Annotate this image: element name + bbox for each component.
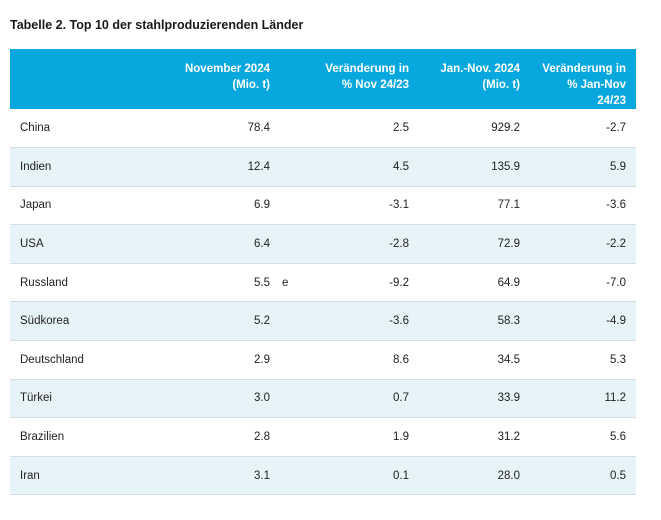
table-row: Indien 12.4 4.5 135.9 5.9 — [10, 147, 636, 187]
cell-jan-nov: 33.9 — [419, 379, 530, 419]
header-nov-2024: November 2024 (Mio. t) — [169, 49, 280, 109]
cell-jan-nov: 28.0 — [419, 456, 530, 496]
cell-change-nov: 4.5 — [308, 147, 419, 187]
table-row: Iran 3.1 0.1 28.0 0.5 — [10, 456, 636, 496]
cell-change-jan-nov: -7.0 — [530, 263, 636, 303]
header-flag — [280, 49, 308, 109]
table-caption: Tabelle 2. Top 10 der stahlproduzierende… — [10, 18, 304, 32]
cell-nov: 5.2 — [169, 301, 280, 342]
cell-jan-nov: 929.2 — [419, 109, 530, 149]
cell-change-jan-nov: -3.6 — [530, 186, 636, 226]
table-row: Brazilien 2.8 1.9 31.2 5.6 — [10, 417, 636, 457]
cell-country: Japan — [10, 186, 169, 226]
cell-nov: 12.4 — [169, 147, 280, 187]
cell-nov: 2.8 — [169, 417, 280, 457]
cell-country: Iran — [10, 456, 169, 496]
table-row: Deutschland 2.9 8.6 34.5 5.3 — [10, 340, 636, 380]
cell-change-jan-nov: 11.2 — [530, 379, 636, 419]
cell-flag — [280, 186, 308, 226]
cell-change-jan-nov: -4.9 — [530, 301, 636, 342]
cell-jan-nov: 77.1 — [419, 186, 530, 226]
cell-flag — [280, 109, 308, 149]
cell-nov: 6.4 — [169, 224, 280, 264]
cell-jan-nov: 31.2 — [419, 417, 530, 457]
cell-country: Türkei — [10, 379, 169, 419]
cell-country: Russland — [10, 263, 169, 303]
cell-country: USA — [10, 224, 169, 264]
cell-change-nov: 1.9 — [308, 417, 419, 457]
cell-change-jan-nov: 0.5 — [530, 456, 636, 496]
cell-nov: 3.1 — [169, 456, 280, 496]
cell-nov: 78.4 — [169, 109, 280, 149]
cell-flag — [280, 224, 308, 264]
cell-country: Südkorea — [10, 301, 169, 342]
cell-change-nov: -3.1 — [308, 186, 419, 226]
cell-jan-nov: 72.9 — [419, 224, 530, 264]
cell-change-jan-nov: -2.7 — [530, 109, 636, 149]
cell-flag — [280, 147, 308, 187]
cell-jan-nov: 64.9 — [419, 263, 530, 303]
cell-country: Brazilien — [10, 417, 169, 457]
cell-change-jan-nov: 5.9 — [530, 147, 636, 187]
cell-flag — [280, 456, 308, 496]
cell-flag — [280, 301, 308, 342]
cell-nov: 2.9 — [169, 340, 280, 380]
cell-flag — [280, 379, 308, 419]
cell-nov: 3.0 — [169, 379, 280, 419]
cell-nov: 5.5 — [169, 263, 280, 303]
table-row: China 78.4 2.5 929.2 -2.7 — [10, 109, 636, 149]
steel-producers-table: November 2024 (Mio. t) Veränderung in % … — [10, 49, 636, 496]
table-row: USA 6.4 -2.8 72.9 -2.2 — [10, 224, 636, 264]
table-header-row: November 2024 (Mio. t) Veränderung in % … — [10, 49, 636, 109]
header-jan-nov-2024: Jan.-Nov. 2024 (Mio. t) — [419, 49, 530, 109]
cell-change-nov: 0.1 — [308, 456, 419, 496]
table-row: Japan 6.9 -3.1 77.1 -3.6 — [10, 186, 636, 226]
cell-flag — [280, 417, 308, 457]
cell-change-nov: 2.5 — [308, 109, 419, 149]
header-change-jan-nov: Veränderung in % Jan-Nov 24/23 — [530, 49, 636, 109]
cell-change-nov: -3.6 — [308, 301, 419, 342]
cell-change-nov: -9.2 — [308, 263, 419, 303]
cell-change-nov: 0.7 — [308, 379, 419, 419]
cell-change-nov: 8.6 — [308, 340, 419, 380]
cell-country: China — [10, 109, 169, 149]
cell-change-jan-nov: -2.2 — [530, 224, 636, 264]
header-country — [10, 49, 169, 109]
cell-jan-nov: 34.5 — [419, 340, 530, 380]
cell-change-nov: -2.8 — [308, 224, 419, 264]
table-row: Südkorea 5.2 -3.6 58.3 -4.9 — [10, 301, 636, 342]
cell-flag — [280, 340, 308, 380]
cell-jan-nov: 58.3 — [419, 301, 530, 342]
cell-flag: e — [280, 263, 308, 303]
cell-country: Indien — [10, 147, 169, 187]
cell-change-jan-nov: 5.3 — [530, 340, 636, 380]
header-change-nov: Veränderung in % Nov 24/23 — [308, 49, 419, 109]
cell-change-jan-nov: 5.6 — [530, 417, 636, 457]
table-row: Russland 5.5 e -9.2 64.9 -7.0 — [10, 263, 636, 303]
cell-jan-nov: 135.9 — [419, 147, 530, 187]
cell-country: Deutschland — [10, 340, 169, 380]
table-row: Türkei 3.0 0.7 33.9 11.2 — [10, 379, 636, 419]
cell-nov: 6.9 — [169, 186, 280, 226]
